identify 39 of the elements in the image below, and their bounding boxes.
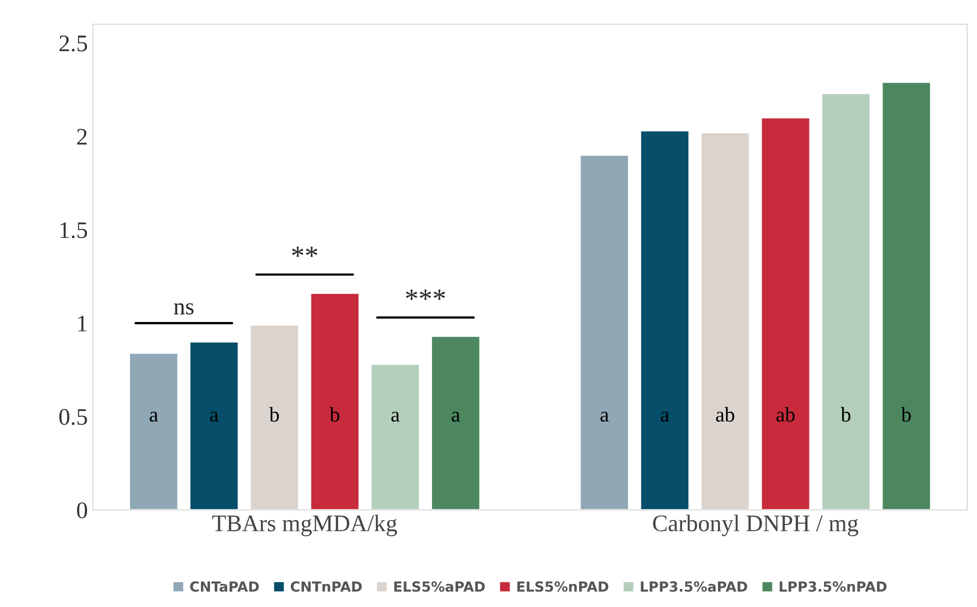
bar	[760, 116, 811, 510]
y-tick-label: 1	[78, 316, 87, 332]
annotation: ns	[174, 303, 194, 315]
legend-label: ELS5%aPAD	[394, 581, 485, 592]
data-label: b	[901, 407, 911, 422]
legend-label: CNTaPAD	[190, 581, 259, 592]
data-label: a	[210, 412, 218, 422]
y-tick-label: 0	[77, 502, 88, 518]
bar	[881, 81, 932, 510]
bar	[128, 352, 179, 510]
data-label: a	[391, 412, 400, 422]
annotation: **	[292, 246, 318, 257]
bar	[189, 341, 240, 510]
data-label: a	[600, 412, 609, 422]
data-label: b	[330, 407, 340, 422]
bar	[430, 335, 481, 510]
bar	[579, 154, 630, 510]
bar	[820, 92, 872, 510]
data-label: ab	[716, 407, 734, 422]
data-label: ab	[776, 407, 795, 422]
x-tick-label: TBArs mgMDA/kg	[212, 514, 398, 536]
data-label: a	[150, 412, 158, 422]
legend-label: LPP3.5%aPAD	[640, 581, 748, 592]
data-label: a	[452, 412, 460, 422]
data-label: a	[660, 412, 670, 422]
legend-label: ELS5%nPAD	[517, 581, 608, 592]
bar	[640, 130, 690, 510]
data-label: b	[269, 407, 279, 422]
data-label: b	[840, 407, 850, 422]
legend-label: CNTnPAD	[290, 581, 362, 592]
y-tick-label: 2.5	[59, 36, 88, 52]
y-tick-label: 1.5	[60, 222, 88, 238]
annotation: ***	[406, 290, 445, 300]
bar	[310, 292, 360, 510]
y-tick-label: 0.5	[59, 408, 88, 426]
y-tick-label: 2	[77, 128, 87, 145]
x-tick-label: Carbonyl DNPH / mg	[653, 514, 858, 536]
bar	[370, 364, 420, 510]
legend-label: LPP3.5%nPAD	[780, 581, 887, 592]
